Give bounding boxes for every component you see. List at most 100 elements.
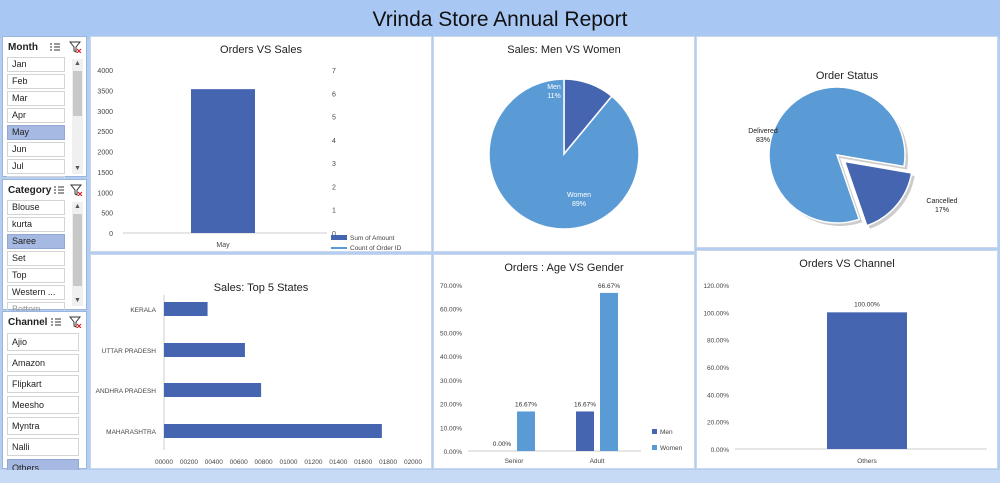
x-tick-label: Others xyxy=(857,458,877,465)
y2-tick-label: 0 xyxy=(332,231,336,238)
channel-item-list: Ajio Amazon Flipkart Meesho Myntra Nalli Other… xyxy=(3,332,81,477)
scroll-down-icon[interactable]: ▼ xyxy=(74,297,81,304)
clear-filter-icon[interactable] xyxy=(67,315,84,329)
age-vs-gender-panel: Orders : Age VS Gender 70.00% 60.00% 50.00… xyxy=(433,254,695,469)
bottom-strip xyxy=(0,470,1000,483)
y2-tick-label: 3 xyxy=(332,161,336,168)
month-slicer-item[interactable]: Apr xyxy=(7,108,65,123)
month-slicer-header: Month xyxy=(3,37,86,57)
month-slicer-item[interactable]: Jul xyxy=(7,159,65,174)
x-tick-label: Adult xyxy=(590,458,605,465)
slice-percent: 89% xyxy=(572,201,586,208)
age-vs-gender-chart: 70.00% 60.00% 50.00% 40.00% 30.00% 20.00% 10.0… xyxy=(440,283,683,465)
y-tick-label: 0.00% xyxy=(444,449,463,456)
month-item-list: JanFebMarAprMayJunJulAug xyxy=(3,57,65,191)
legend-swatch-amount xyxy=(331,235,347,240)
data-label: 100.00% xyxy=(854,301,880,308)
month-slicer[interactable]: Month JanFebMarAprMayJunJulAug ▲ ▼ xyxy=(2,36,87,191)
y2-tick-label: 5 xyxy=(332,115,336,122)
orders-vs-sales-panel: Orders VS Sales 4000 3500 3000 2500 2000 1500… xyxy=(90,36,432,252)
category-slicer-item[interactable]: Top xyxy=(7,268,65,283)
y-tick-label: 2500 xyxy=(97,129,113,136)
y-tick-label: 30.00% xyxy=(440,378,462,385)
slice-label: Cancelled xyxy=(926,198,957,205)
x-tick-label: 00000 xyxy=(155,459,173,466)
category-scrollbar[interactable]: ▲ ▼ xyxy=(72,202,83,306)
state-bar xyxy=(164,383,262,397)
chart-title: Sales: Men VS Women xyxy=(507,44,621,56)
legend-label: Count of Order ID xyxy=(350,245,402,251)
pie-slice-delivered xyxy=(768,86,906,224)
channel-slicer-item[interactable]: Amazon xyxy=(7,354,79,372)
scroll-down-icon[interactable]: ▼ xyxy=(74,165,81,172)
orders-vs-channel-panel: Orders VS Channel 120.00% 100.00% 80.00% 60… xyxy=(696,250,998,469)
y-tick-label: 1500 xyxy=(97,170,113,177)
y-tick-label: 60.00% xyxy=(707,365,729,372)
y-tick-label: 3500 xyxy=(97,88,113,95)
channel-bar xyxy=(827,312,907,449)
channel-slicer-item[interactable]: Myntra xyxy=(7,417,79,435)
data-label: 16.67% xyxy=(574,401,596,408)
category-slicer-item[interactable]: kurta xyxy=(7,217,65,232)
slice-percent: 17% xyxy=(935,207,949,214)
scroll-up-icon[interactable]: ▲ xyxy=(74,203,81,210)
month-slicer-item[interactable]: Jun xyxy=(7,142,65,157)
x-tick-label: Senior xyxy=(505,458,525,465)
chart-title: Orders VS Channel xyxy=(799,258,895,270)
scroll-up-icon[interactable]: ▲ xyxy=(74,60,81,67)
month-slicer-item[interactable]: Mar xyxy=(7,91,65,106)
multi-select-icon[interactable] xyxy=(46,40,64,54)
channel-slicer-item[interactable]: Meesho xyxy=(7,396,79,414)
channel-slicer-item[interactable]: Ajio xyxy=(7,333,79,351)
y2-tick-label: 7 xyxy=(332,68,336,75)
x-tick-label: 01200 xyxy=(304,459,322,466)
category-slicer-item[interactable]: Western ... xyxy=(7,285,65,300)
y2-tick-label: 6 xyxy=(332,91,336,98)
month-slicer-item[interactable]: Feb xyxy=(7,74,65,89)
x-tick-label: 01000 xyxy=(279,459,297,466)
y-tick-label: 1000 xyxy=(97,190,113,197)
x-tick-label: 01600 xyxy=(354,459,372,466)
category-slicer-item[interactable]: Blouse xyxy=(7,200,65,215)
category-slicer-item[interactable]: Set xyxy=(7,251,65,266)
slice-label: Women xyxy=(567,192,591,199)
category-label: UTTAR PRADESH xyxy=(102,348,157,355)
orders-vs-sales-chart: 4000 3500 3000 2500 2000 1500 1000 500 0 7 6 5 4 3 2 1 0… xyxy=(97,68,402,251)
x-tick-label: May xyxy=(216,242,230,249)
category-label: MAHARASHTRA xyxy=(106,429,157,436)
data-label: 16.67% xyxy=(515,401,537,408)
pie-slice-cancelled xyxy=(843,160,913,227)
clear-filter-icon[interactable] xyxy=(69,183,84,197)
channel-slicer[interactable]: Channel Ajio Amazon Flipkart Meesho Myntra Na… xyxy=(2,311,87,477)
y2-tick-label: 1 xyxy=(332,208,336,215)
category-label: ANDHRA PRADESH xyxy=(96,388,157,395)
category-slicer[interactable]: Category Blouse kurta Saree Set Top Western .… xyxy=(2,179,87,317)
clear-filter-icon[interactable] xyxy=(66,40,84,54)
y-tick-label: 20.00% xyxy=(440,402,462,409)
data-label: 0.00% xyxy=(493,441,512,448)
y-tick-label: 60.00% xyxy=(440,307,462,314)
month-slicer-item[interactable]: May xyxy=(7,125,65,140)
month-slicer-item[interactable]: Jan xyxy=(7,57,65,72)
channel-slicer-item[interactable]: Flipkart xyxy=(7,375,79,393)
y2-tick-label: 2 xyxy=(332,184,336,191)
bar-women xyxy=(600,292,618,451)
y-tick-label: 500 xyxy=(101,211,113,218)
legend-swatch xyxy=(652,445,657,450)
multi-select-icon[interactable] xyxy=(51,183,66,197)
multi-select-icon[interactable] xyxy=(47,315,64,329)
month-scrollbar[interactable]: ▲ ▼ xyxy=(72,59,83,174)
y-tick-label: 120.00% xyxy=(703,283,729,290)
chart-title: Order Status xyxy=(815,70,879,82)
x-tick-label: 00200 xyxy=(180,459,198,466)
category-slicer-item[interactable]: Saree xyxy=(7,234,65,249)
channel-slicer-item[interactable]: Nalli xyxy=(7,438,79,456)
top-states-panel: Sales: Top 5 States KERALA UTTAR PRADESH A… xyxy=(90,254,432,469)
scroll-thumb[interactable] xyxy=(73,71,82,116)
data-label: 66.67% xyxy=(598,283,620,290)
y-tick-label: 80.00% xyxy=(707,338,729,345)
scroll-thumb[interactable] xyxy=(73,214,82,286)
x-tick-label: 02000 xyxy=(404,459,422,466)
category-slicer-header: Category xyxy=(3,180,86,200)
order-status-chart: Delivered 83% Cancelled 17% xyxy=(748,86,958,229)
